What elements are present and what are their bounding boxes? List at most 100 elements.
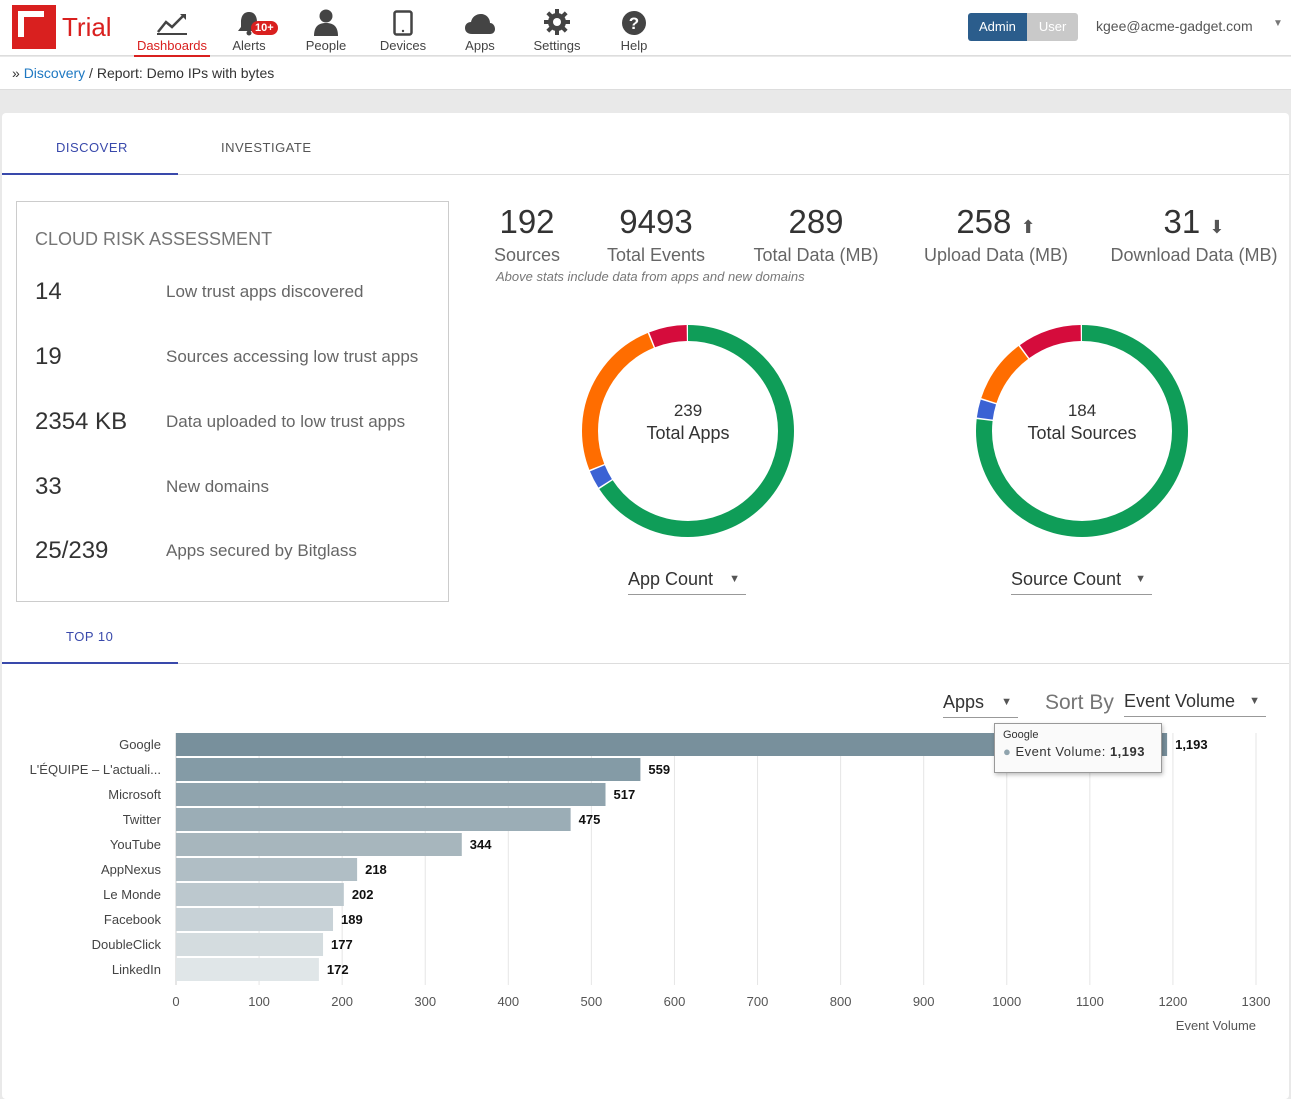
nav-settings[interactable]: Settings xyxy=(519,8,595,53)
stat-value: 9493 xyxy=(619,203,693,240)
chevron-down-icon: ▼ xyxy=(1249,695,1260,707)
bar[interactable] xyxy=(176,858,358,881)
download-icon: ⬇ xyxy=(1209,217,1225,237)
risk-value: 2354 KB xyxy=(35,408,128,435)
nav-dashboards[interactable]: Dashboards xyxy=(134,8,210,57)
bar[interactable] xyxy=(176,833,462,856)
bar[interactable] xyxy=(176,758,641,781)
data-label: 189 xyxy=(341,912,363,927)
stat-label: Upload Data (MB) xyxy=(923,245,1069,265)
x-tick-label: 100 xyxy=(248,994,270,1009)
app-count-select[interactable]: App Count ▼ xyxy=(628,569,746,595)
donut-segment[interactable] xyxy=(582,325,794,537)
donut-sources-chart xyxy=(976,325,1188,537)
top-navbar: Trial Dashboards 10+ Alerts People Devic… xyxy=(0,0,1291,57)
stats-note: Above stats include data from apps and n… xyxy=(496,269,805,284)
bitglass-logo-icon[interactable] xyxy=(12,5,56,49)
stat-value: 258 xyxy=(956,203,1012,240)
donut-center: 239 Total Apps xyxy=(578,401,798,444)
x-tick-label: 900 xyxy=(913,994,935,1009)
x-tick-label: 1300 xyxy=(1242,994,1271,1009)
role-admin-button[interactable]: Admin xyxy=(968,13,1027,41)
source-count-select[interactable]: Source Count ▼ xyxy=(1011,569,1152,595)
cloud-icon xyxy=(442,8,518,36)
stat-upload-data: 258 ⬆ Upload Data (MB) xyxy=(922,203,1070,266)
group-by-select[interactable]: Apps ▼ xyxy=(943,692,1018,718)
bar[interactable] xyxy=(176,908,334,931)
risk-value: 14 xyxy=(35,278,62,305)
stat-label: Download Data (MB) xyxy=(1110,245,1278,265)
tooltip-body: ● Event Volume: 1,193 xyxy=(1003,744,1153,759)
x-tick-label: 1100 xyxy=(1076,994,1104,1009)
nav-devices[interactable]: Devices xyxy=(365,8,441,53)
stat-value: 192 xyxy=(499,203,555,240)
x-tick-label: 400 xyxy=(497,994,519,1009)
nav-apps-label: Apps xyxy=(465,38,495,53)
donut-total-sources: 184 Total Sources xyxy=(972,321,1192,541)
x-tick-label: 700 xyxy=(747,994,769,1009)
category-label: LinkedIn xyxy=(112,962,161,977)
bar[interactable] xyxy=(176,883,344,906)
data-label: 202 xyxy=(352,887,374,902)
group-by-select-value: Apps xyxy=(943,692,985,712)
svg-text:?: ? xyxy=(629,14,639,33)
breadcrumb-separator: / xyxy=(89,65,93,81)
tooltip-title: Google xyxy=(1003,729,1039,741)
breadcrumb-discovery-link[interactable]: Discovery xyxy=(23,65,86,81)
category-label: Le Monde xyxy=(103,887,161,902)
sort-by-select-value: Event Volume xyxy=(1124,691,1236,711)
nav-dashboards-label: Dashboards xyxy=(136,38,208,53)
role-toggle: Admin User xyxy=(968,13,1079,41)
user-menu-caret-icon[interactable]: ▼ xyxy=(1273,18,1283,29)
bar[interactable] xyxy=(176,783,606,806)
logo-text: Trial xyxy=(62,12,112,42)
nav-apps[interactable]: Apps xyxy=(442,8,518,53)
risk-value: 25/239 xyxy=(35,537,109,564)
x-tick-label: 500 xyxy=(581,994,603,1009)
category-label: Microsoft xyxy=(108,787,161,802)
breadcrumb-current: Report: Demo IPs with bytes xyxy=(96,65,275,81)
user-menu[interactable]: kgee@acme-gadget.com xyxy=(1096,18,1253,34)
donut-segment[interactable] xyxy=(582,325,794,537)
data-label: 218 xyxy=(365,862,387,877)
category-label: AppNexus xyxy=(101,862,161,877)
nav-people-label: People xyxy=(305,38,347,53)
main-card: DISCOVER INVESTIGATE CLOUD RISK ASSESSME… xyxy=(2,113,1289,1099)
chevron-down-icon: ▼ xyxy=(1135,573,1146,585)
risk-title: CLOUD RISK ASSESSMENT xyxy=(35,229,273,249)
person-icon xyxy=(288,8,364,36)
tab-discover[interactable]: DISCOVER xyxy=(56,140,128,155)
x-tick-label: 600 xyxy=(664,994,686,1009)
category-label: Google xyxy=(119,737,161,752)
donut-segment[interactable] xyxy=(976,325,1188,537)
donut-total-apps: 239 Total Apps xyxy=(578,321,798,541)
donut-label: Total Sources xyxy=(1027,423,1137,443)
tab-divider xyxy=(2,174,1289,175)
stat-download-data: 31 ⬇ Download Data (MB) xyxy=(1110,203,1278,266)
app-count-select-value: App Count xyxy=(628,569,714,589)
stat-label: Sources xyxy=(494,245,561,265)
data-label: 344 xyxy=(470,837,492,852)
nav-people[interactable]: People xyxy=(288,8,364,53)
breadcrumb-marker: » xyxy=(12,65,20,81)
sort-by-select[interactable]: Event Volume ▼ xyxy=(1124,691,1266,717)
nav-alerts[interactable]: 10+ Alerts xyxy=(211,8,287,53)
bar[interactable] xyxy=(176,733,1168,756)
top10-divider xyxy=(2,663,1289,664)
tab-investigate[interactable]: INVESTIGATE xyxy=(221,140,312,155)
risk-label: Low trust apps discovered xyxy=(166,282,364,301)
bar[interactable] xyxy=(176,958,319,981)
stat-label: Total Events xyxy=(606,245,706,265)
bar[interactable] xyxy=(176,933,324,956)
bar[interactable] xyxy=(176,808,571,831)
risk-label: Apps secured by Bitglass xyxy=(166,541,357,560)
nav-settings-label: Settings xyxy=(533,38,581,53)
data-label: 559 xyxy=(648,762,670,777)
nav-help[interactable]: ? Help xyxy=(596,8,672,53)
tab-top10[interactable]: TOP 10 xyxy=(66,629,114,644)
data-label: 475 xyxy=(579,812,601,827)
category-label: Twitter xyxy=(123,812,162,827)
x-tick-label: 1000 xyxy=(992,994,1021,1009)
risk-value: 33 xyxy=(35,473,62,500)
role-user-button[interactable]: User xyxy=(1026,13,1079,41)
